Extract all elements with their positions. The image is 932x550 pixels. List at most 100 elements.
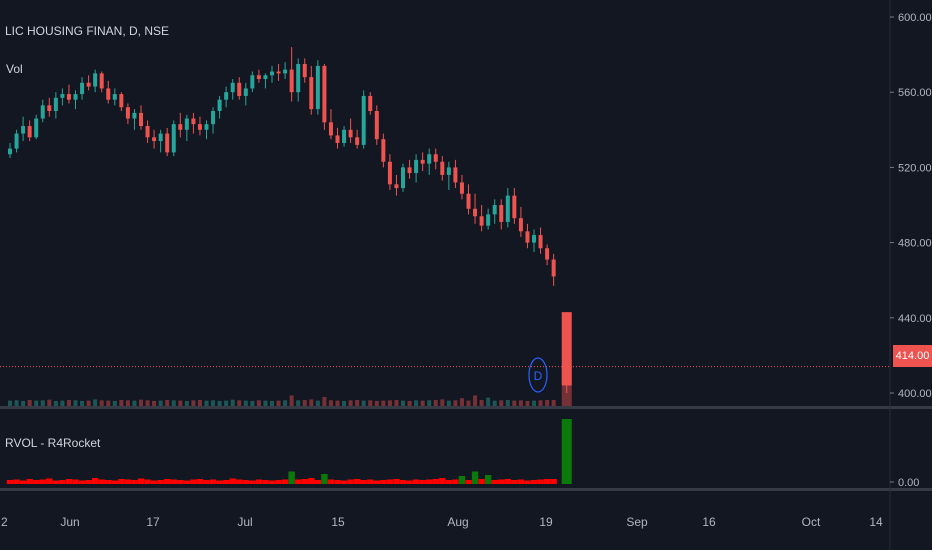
candle-body	[492, 205, 497, 215]
rvol-bar	[524, 480, 531, 484]
candle-body	[335, 135, 340, 143]
candle-body	[479, 216, 484, 226]
rvol-bar	[131, 480, 138, 484]
candle-body	[230, 82, 235, 93]
volume-bar	[106, 400, 111, 406]
volume-bar	[328, 400, 333, 406]
rvol-bar	[19, 480, 27, 484]
volume-bar	[512, 400, 517, 406]
rvol-bar	[373, 480, 380, 484]
rvol-bar	[124, 479, 132, 484]
volume-bar	[158, 400, 163, 406]
volume-bar	[152, 400, 157, 406]
volume-bar	[243, 400, 248, 406]
candle-body	[355, 137, 360, 145]
volume-bar	[296, 400, 301, 406]
candle-body	[40, 105, 45, 119]
volume-bar	[361, 400, 366, 406]
volume-bar	[545, 400, 550, 406]
candle-body	[427, 154, 432, 164]
rvol-bar	[65, 479, 73, 484]
volume-bar	[414, 400, 419, 406]
volume-bar	[197, 400, 202, 406]
candle-body	[80, 82, 85, 95]
rvol-bar	[236, 479, 243, 484]
rvol-bar	[13, 479, 20, 484]
rvol-bar	[85, 480, 92, 484]
candle-body	[178, 124, 183, 130]
candle-body	[112, 94, 117, 100]
candle-body	[466, 193, 471, 209]
candle-body	[532, 235, 536, 243]
volume-bar	[446, 400, 451, 406]
rvol-tick-label: 0.00	[898, 477, 919, 489]
volume-bar	[224, 400, 229, 406]
rvol-bar	[301, 479, 308, 484]
volume-bar	[14, 400, 19, 406]
rvol-bar	[262, 480, 269, 484]
rvol-bar	[419, 480, 426, 484]
volume-bar	[538, 400, 543, 406]
volume-bar	[34, 400, 39, 406]
rvol-bar	[137, 478, 145, 484]
volume-bar	[453, 400, 458, 406]
rvol-bar	[393, 479, 400, 484]
candle-body	[407, 167, 412, 174]
rvol-bar	[222, 480, 230, 484]
rvol-bar	[170, 479, 177, 484]
candle-body	[446, 167, 451, 175]
candle-body	[270, 71, 274, 76]
volume-bar	[276, 400, 281, 406]
rvol-bar	[39, 479, 46, 484]
rvol-bar	[406, 480, 413, 484]
rvol-bar	[550, 479, 557, 484]
rvol-indicator-label: RVOL - R4Rocket	[5, 436, 101, 450]
rvol-bar	[334, 480, 341, 484]
candle-body	[315, 65, 320, 110]
rvol-bar	[91, 478, 99, 484]
rvol-bar	[517, 479, 525, 484]
rvol-bar	[458, 476, 466, 484]
candle-body	[34, 118, 39, 138]
rvol-bar	[439, 478, 446, 484]
rvol-bar	[465, 480, 472, 484]
volume-bar	[499, 400, 504, 406]
rvol-bar	[33, 480, 40, 484]
candle-body	[152, 137, 157, 142]
candle-body	[459, 182, 464, 194]
candle-body	[191, 118, 196, 125]
symbol-title: LIC HOUSING FINAN, D, NSE	[5, 24, 170, 38]
candle-body	[53, 97, 58, 111]
candle-body	[433, 154, 438, 162]
volume-bar	[8, 400, 12, 406]
rvol-bar	[46, 478, 53, 484]
candle-body	[394, 184, 399, 189]
candle-body	[551, 259, 556, 277]
rvol-bar	[491, 480, 498, 484]
volume-bar	[132, 400, 137, 406]
x-axis-label: 14	[869, 515, 883, 529]
candle-body	[237, 82, 242, 96]
rvol-bar	[498, 479, 505, 484]
rvol-bar	[59, 480, 66, 484]
volume-bar	[47, 399, 52, 406]
volume-bar	[250, 400, 255, 406]
dividend-marker-circle	[528, 357, 548, 393]
rvol-bar	[537, 479, 544, 484]
volume-bar	[125, 400, 130, 406]
candle-body	[99, 73, 104, 89]
rvol-bar	[144, 479, 151, 484]
rvol-bar	[275, 480, 282, 484]
volume-bar	[256, 400, 261, 406]
candle-body	[60, 94, 65, 98]
volume-bar	[518, 400, 523, 406]
rvol-bar	[209, 479, 217, 484]
volume-bar	[263, 400, 268, 406]
price-tick-label: 560.00	[898, 87, 932, 99]
candle-body	[414, 159, 419, 174]
candle-body	[250, 75, 255, 89]
candle-body	[139, 112, 143, 127]
rvol-bar	[183, 480, 191, 484]
candle-body	[8, 148, 12, 155]
